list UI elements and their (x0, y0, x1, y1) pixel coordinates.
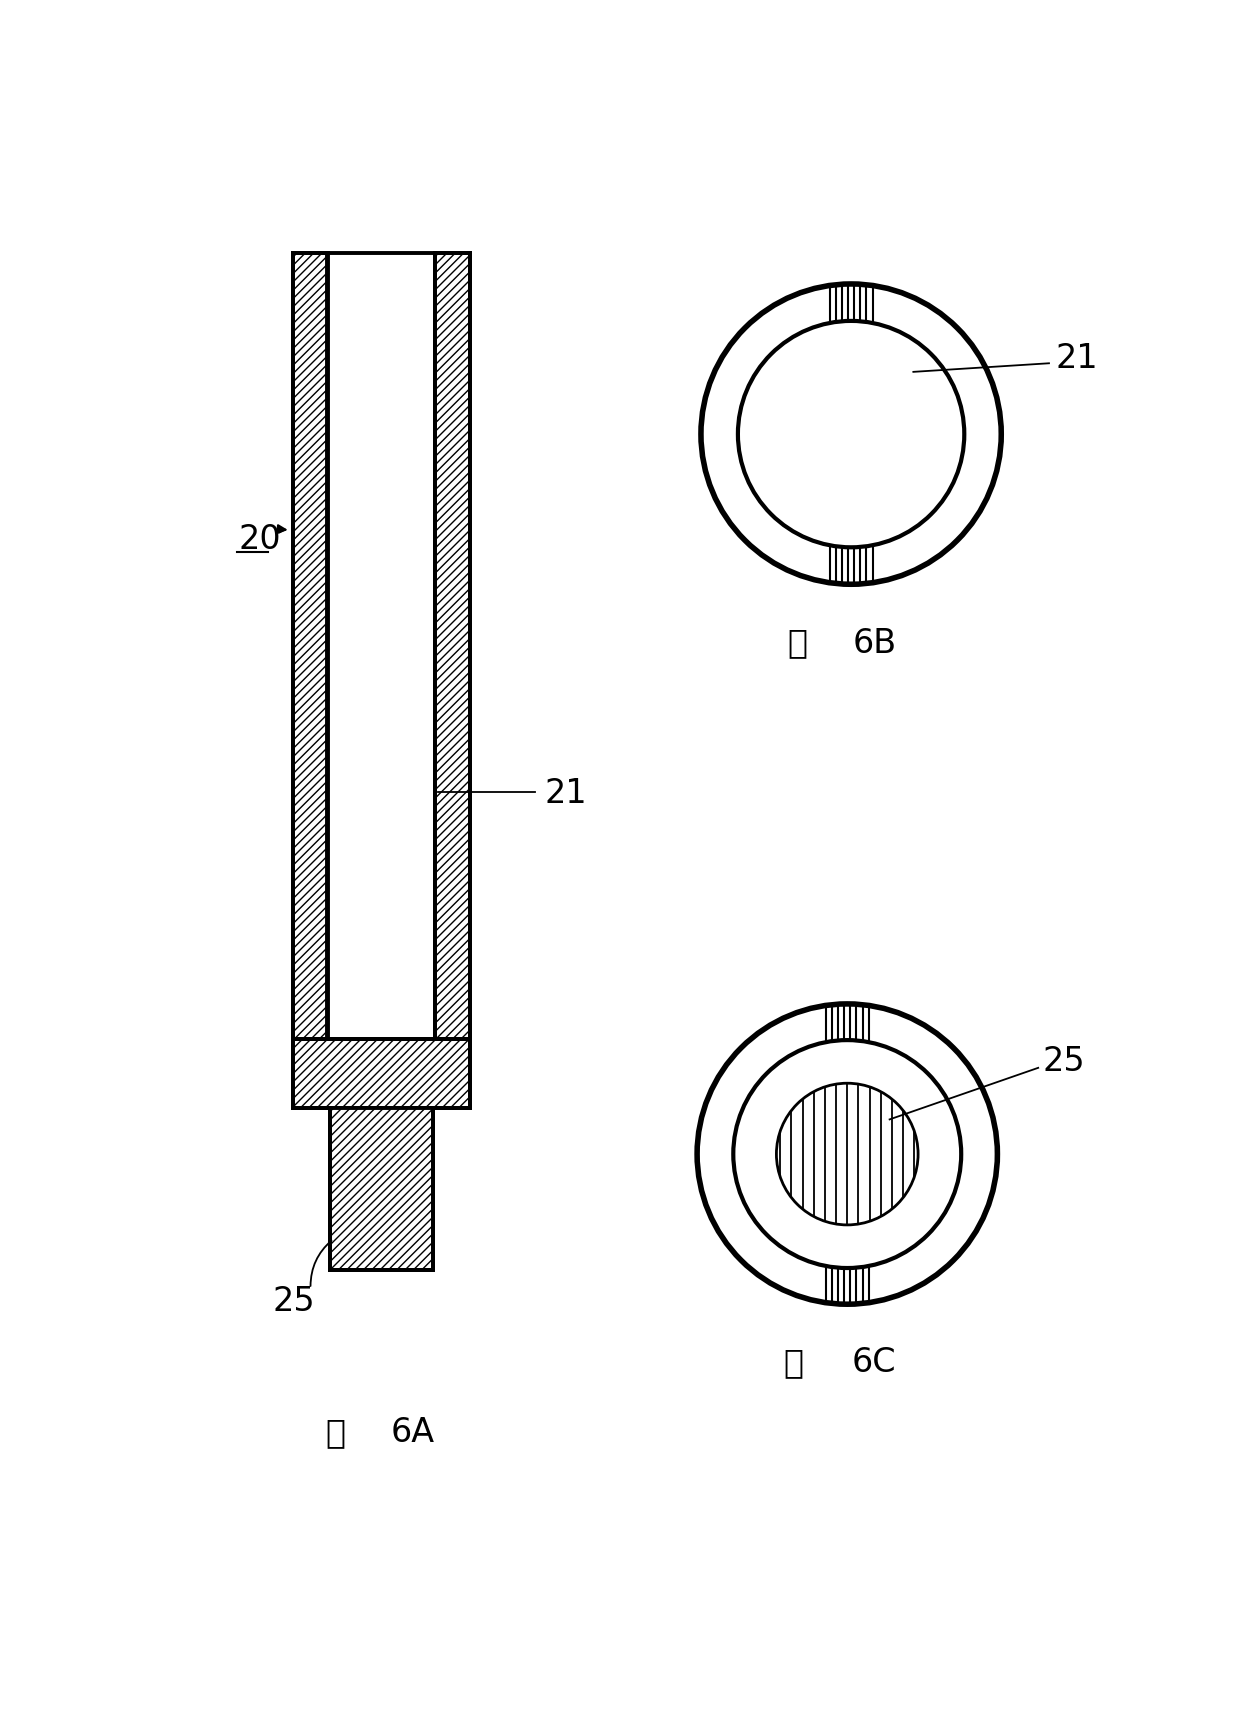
Text: 图: 图 (784, 1346, 804, 1379)
Circle shape (733, 1041, 961, 1268)
Text: 25: 25 (272, 1283, 315, 1316)
Circle shape (738, 322, 965, 547)
Text: 图: 图 (787, 627, 807, 660)
Bar (293, 255, 327, 1039)
Bar (293, 1039, 470, 1108)
Bar (435, 255, 470, 1039)
Text: 6B: 6B (852, 627, 897, 660)
Text: 20: 20 (239, 523, 281, 556)
Circle shape (697, 1005, 997, 1304)
Text: 21: 21 (544, 776, 588, 809)
Circle shape (776, 1084, 918, 1225)
Text: 6C: 6C (852, 1346, 897, 1379)
Text: 21: 21 (1055, 341, 1097, 374)
Circle shape (701, 284, 1001, 585)
Bar (327, 255, 435, 1039)
Text: 图: 图 (325, 1415, 345, 1448)
Text: 25: 25 (1042, 1044, 1085, 1077)
Text: 6A: 6A (391, 1415, 434, 1448)
Bar (330, 1108, 433, 1270)
